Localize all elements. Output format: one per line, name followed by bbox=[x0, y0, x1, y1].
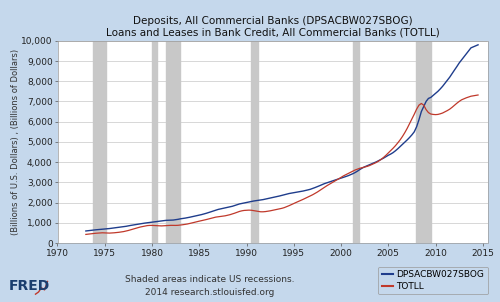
Text: Shaded areas indicate US recessions.: Shaded areas indicate US recessions. bbox=[125, 275, 295, 284]
Y-axis label: (Billions of U.S. Dollars) , (Billions of Dollars): (Billions of U.S. Dollars) , (Billions o… bbox=[10, 49, 20, 235]
Legend: DPSACBW027SBOG, TOTLL: DPSACBW027SBOG, TOTLL bbox=[378, 267, 488, 294]
Text: 2014 research.stlouisfed.org: 2014 research.stlouisfed.org bbox=[146, 288, 274, 297]
Bar bbox=[93, 41, 106, 243]
Bar bbox=[416, 41, 431, 243]
Bar bbox=[251, 41, 258, 243]
Text: FRED: FRED bbox=[9, 279, 50, 293]
Bar bbox=[166, 41, 179, 243]
Bar bbox=[353, 41, 359, 243]
Title: Deposits, All Commercial Banks (DPSACBW027SBOG)
Loans and Leases in Bank Credit,: Deposits, All Commercial Banks (DPSACBW0… bbox=[106, 16, 440, 37]
Bar bbox=[152, 41, 156, 243]
